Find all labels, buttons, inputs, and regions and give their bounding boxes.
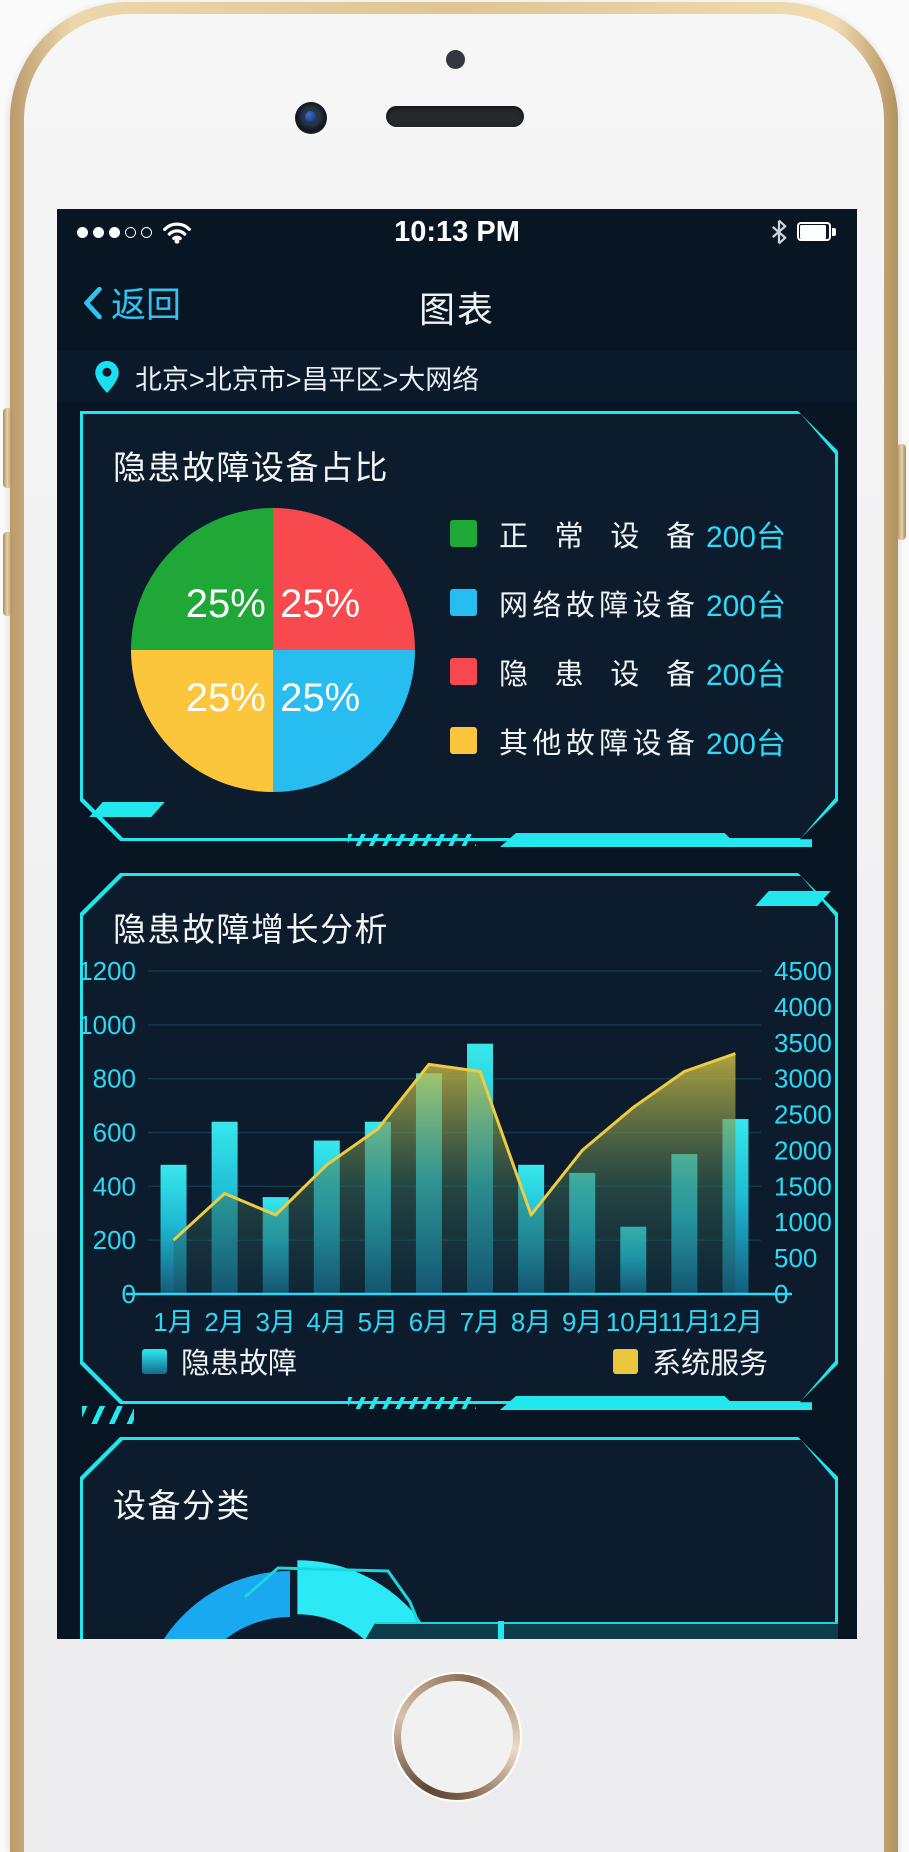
x-axis-tick: 1月 (153, 1307, 193, 1337)
right-axis-tick: 2000 (774, 1135, 832, 1165)
pie-card-title: 隐患故障设备占比 (113, 449, 389, 486)
breadcrumb-text: 北京>北京市>昌平区>大网络 (135, 364, 480, 395)
corner-accent (82, 1406, 134, 1424)
power-button[interactable] (897, 444, 906, 540)
front-camera (295, 102, 327, 134)
growth-card: 隐患故障增长分析 1200 1000 800 600 400 200 0 4500 4000 35… (80, 873, 838, 1424)
x-axis-tick: 5月 (358, 1307, 398, 1337)
growth-card-title: 隐患故障增长分析 (113, 911, 389, 948)
pie-card: 隐患故障设备占比 25% 25% 25% 25% 正常设备 200台 网络故障设备 200台… (80, 411, 838, 847)
tech-decoration (244, 1566, 838, 1639)
right-axis-tick: 1000 (774, 1207, 832, 1237)
category-card-title: 设备分类 (113, 1487, 251, 1524)
x-axis-tick: 3月 (255, 1307, 295, 1337)
legend-value: 200台 (705, 727, 786, 761)
legend-swatch (450, 589, 477, 616)
pie-slice (131, 508, 273, 650)
chevron-left-icon (84, 286, 102, 319)
left-axis-tick: 600 (93, 1118, 136, 1148)
wifi-icon (163, 222, 191, 244)
back-label: 返回 (111, 286, 182, 325)
pie-slice-label: 25% (280, 676, 360, 720)
left-axis-tick: 200 (93, 1225, 136, 1255)
battery-icon (797, 222, 837, 242)
x-axis-tick: 11月 (658, 1307, 711, 1337)
back-button[interactable]: 返回 (83, 277, 181, 328)
pie-legend: 正常设备 200台 网络故障设备 200台 隐患设备 200台 其他故障设备 200台 (450, 517, 786, 761)
pie-slice-label: 25% (186, 676, 266, 720)
x-axis-tick: 7月 (460, 1307, 500, 1337)
right-axis-tick: 2500 (774, 1100, 832, 1130)
bluetooth-icon (771, 219, 787, 245)
status-time: 10:13 PM (394, 215, 520, 248)
pie-chart: 25% 25% 25% 25% (131, 508, 415, 792)
left-axis-tick: 800 (93, 1064, 136, 1094)
donut-segment (163, 1571, 291, 1639)
legend-label: 其他故障设备 (499, 727, 695, 760)
legend-row: 隐患设备 200台 (450, 655, 786, 692)
legend-item-bar: 隐患故障 (142, 1340, 297, 1382)
pie-slice (131, 650, 273, 792)
left-axis-tick: 400 (93, 1171, 136, 1201)
x-axis-tick: 10月 (606, 1307, 661, 1337)
location-pin-icon (95, 361, 119, 393)
legend-swatch (142, 1348, 167, 1374)
proximity-sensor (446, 50, 465, 69)
nav-bar: 返回 图表 (57, 255, 857, 347)
right-axis-tick: 4000 (774, 992, 832, 1022)
legend-row: 其他故障设备 200台 (450, 724, 786, 761)
pie-slice (273, 508, 415, 650)
category-card: 设备分类 (80, 1437, 838, 1639)
hatch-accent (348, 834, 476, 846)
right-axis-tick: 1500 (774, 1171, 832, 1201)
left-axis-tick: 1000 (80, 1010, 136, 1040)
x-axis-tick: 8月 (511, 1307, 551, 1337)
legend-swatch (450, 727, 477, 754)
legend-swatch (612, 1348, 638, 1374)
legend-label: 隐患故障 (181, 1348, 298, 1380)
legend-swatch (450, 658, 477, 685)
left-axis-tick: 1200 (80, 956, 136, 986)
legend-row: 网络故障设备 200台 (450, 586, 786, 623)
volume-up-button[interactable] (3, 408, 12, 488)
x-axis-tick: 9月 (562, 1307, 602, 1337)
growth-legend: 隐患故障 系统服务 (80, 1340, 838, 1382)
pie-slice-label: 25% (280, 582, 360, 626)
right-axis-tick: 4500 (774, 956, 832, 986)
legend-value: 200台 (705, 658, 786, 692)
home-button[interactable] (394, 1674, 520, 1800)
legend-row: 正常设备 200台 (450, 517, 786, 554)
page-title: 图表 (418, 289, 495, 330)
right-axis-tick: 500 (774, 1243, 817, 1273)
legend-value: 200台 (705, 520, 786, 554)
legend-label: 隐患设备 (499, 658, 695, 691)
area-fill (173, 1053, 736, 1294)
breadcrumb[interactable]: 北京>北京市>昌平区>大网络 (57, 351, 857, 403)
legend-label: 系统服务 (651, 1348, 768, 1380)
pie-slice-label: 25% (186, 582, 266, 626)
legend-item-area: 系统服务 (612, 1340, 768, 1382)
legend-value: 200台 (705, 589, 786, 623)
x-axis-tick: 2月 (204, 1307, 244, 1337)
right-axis-tick: 3500 (774, 1028, 832, 1058)
legend-label: 正常设备 (499, 520, 695, 553)
legend-label: 网络故障设备 (499, 589, 695, 622)
growth-chart: 1200 1000 800 600 400 2000 4500 4000 3500 3000 250… (80, 956, 832, 1337)
x-axis-tick: 6月 (409, 1307, 449, 1337)
app-screen: 10:13 PM 返回 图表 北京>北京市>昌平区>大网络 (57, 209, 857, 1639)
status-bar: 10:13 PM (57, 209, 857, 255)
earpiece-speaker (386, 106, 524, 127)
pie-slice (273, 650, 415, 792)
legend-swatch (450, 520, 477, 547)
hatch-accent (348, 1397, 476, 1409)
right-axis-tick: 3000 (774, 1064, 832, 1094)
signal-dots-icon (77, 226, 152, 238)
x-axis-tick: 4月 (307, 1307, 347, 1337)
area-line (172, 1052, 736, 1242)
volume-down-button[interactable] (3, 532, 12, 616)
x-axis-tick: 12月 (708, 1307, 763, 1337)
